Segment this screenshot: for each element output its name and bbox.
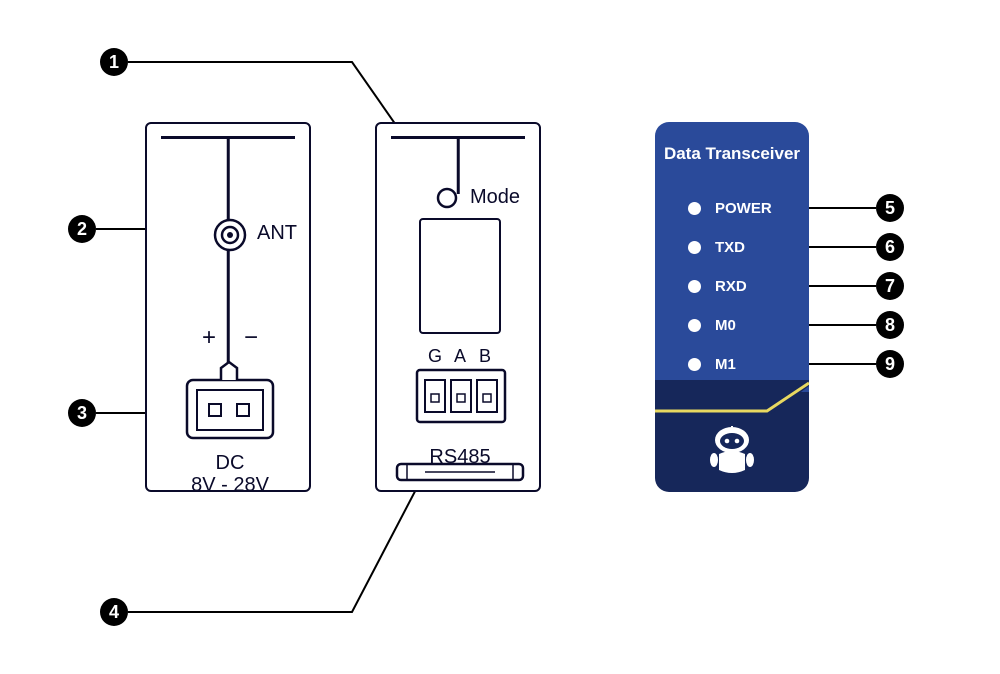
front-panel: Data Transceiver POWER TXD RXD M0 M1	[655, 122, 809, 492]
led-dot-icon	[688, 202, 701, 215]
front-panel-title: Data Transceiver	[664, 144, 800, 164]
terminal-g: G	[428, 346, 442, 367]
led-row-power: POWER	[688, 200, 772, 217]
led-label: M0	[715, 317, 736, 334]
dc-label-line1: DC	[216, 452, 245, 475]
led-dot-icon	[688, 358, 701, 371]
terminal-b: B	[479, 346, 491, 367]
mode-button-icon	[435, 186, 459, 210]
callout-5: 5	[876, 194, 904, 222]
ant-connector-icon	[209, 214, 251, 256]
callout-8: 8	[876, 311, 904, 339]
led-row-m1: M1	[688, 356, 736, 373]
led-row-txd: TXD	[688, 239, 745, 256]
led-row-rxd: RXD	[688, 278, 747, 295]
led-dot-icon	[688, 319, 701, 332]
callout-3: 3	[68, 399, 96, 427]
polarity-minus: −	[244, 324, 258, 352]
terminal-a: A	[454, 346, 466, 367]
led-label: POWER	[715, 200, 772, 217]
rs485-terminal-icon	[415, 368, 507, 436]
led-row-m0: M0	[688, 317, 736, 334]
callout-4: 4	[100, 598, 128, 626]
dc-label-line2: 8V - 28V	[191, 474, 269, 497]
led-label: M1	[715, 356, 736, 373]
callout-6: 6	[876, 233, 904, 261]
accent-stripe-icon	[655, 380, 809, 414]
callout-2: 2	[68, 215, 96, 243]
callout-7: 7	[876, 272, 904, 300]
robot-mascot-icon	[709, 426, 755, 476]
module-housing	[419, 218, 501, 334]
bottom-rail-icon	[395, 458, 525, 486]
device-a-body: ANT + − DC 8V - 28V	[145, 122, 311, 492]
callout-9: 9	[876, 350, 904, 378]
mode-label: Mode	[470, 186, 520, 209]
led-dot-icon	[688, 280, 701, 293]
led-dot-icon	[688, 241, 701, 254]
device-b-body: Mode G A B RS485	[375, 122, 541, 492]
polarity-plus: +	[202, 324, 216, 352]
diagram-canvas: ANT + − DC 8V - 28V Mode G	[0, 0, 1000, 674]
dc-connector-icon	[179, 360, 281, 450]
led-label: RXD	[715, 278, 747, 295]
led-label: TXD	[715, 239, 745, 256]
ant-label: ANT	[257, 222, 297, 245]
callout-1: 1	[100, 48, 128, 76]
